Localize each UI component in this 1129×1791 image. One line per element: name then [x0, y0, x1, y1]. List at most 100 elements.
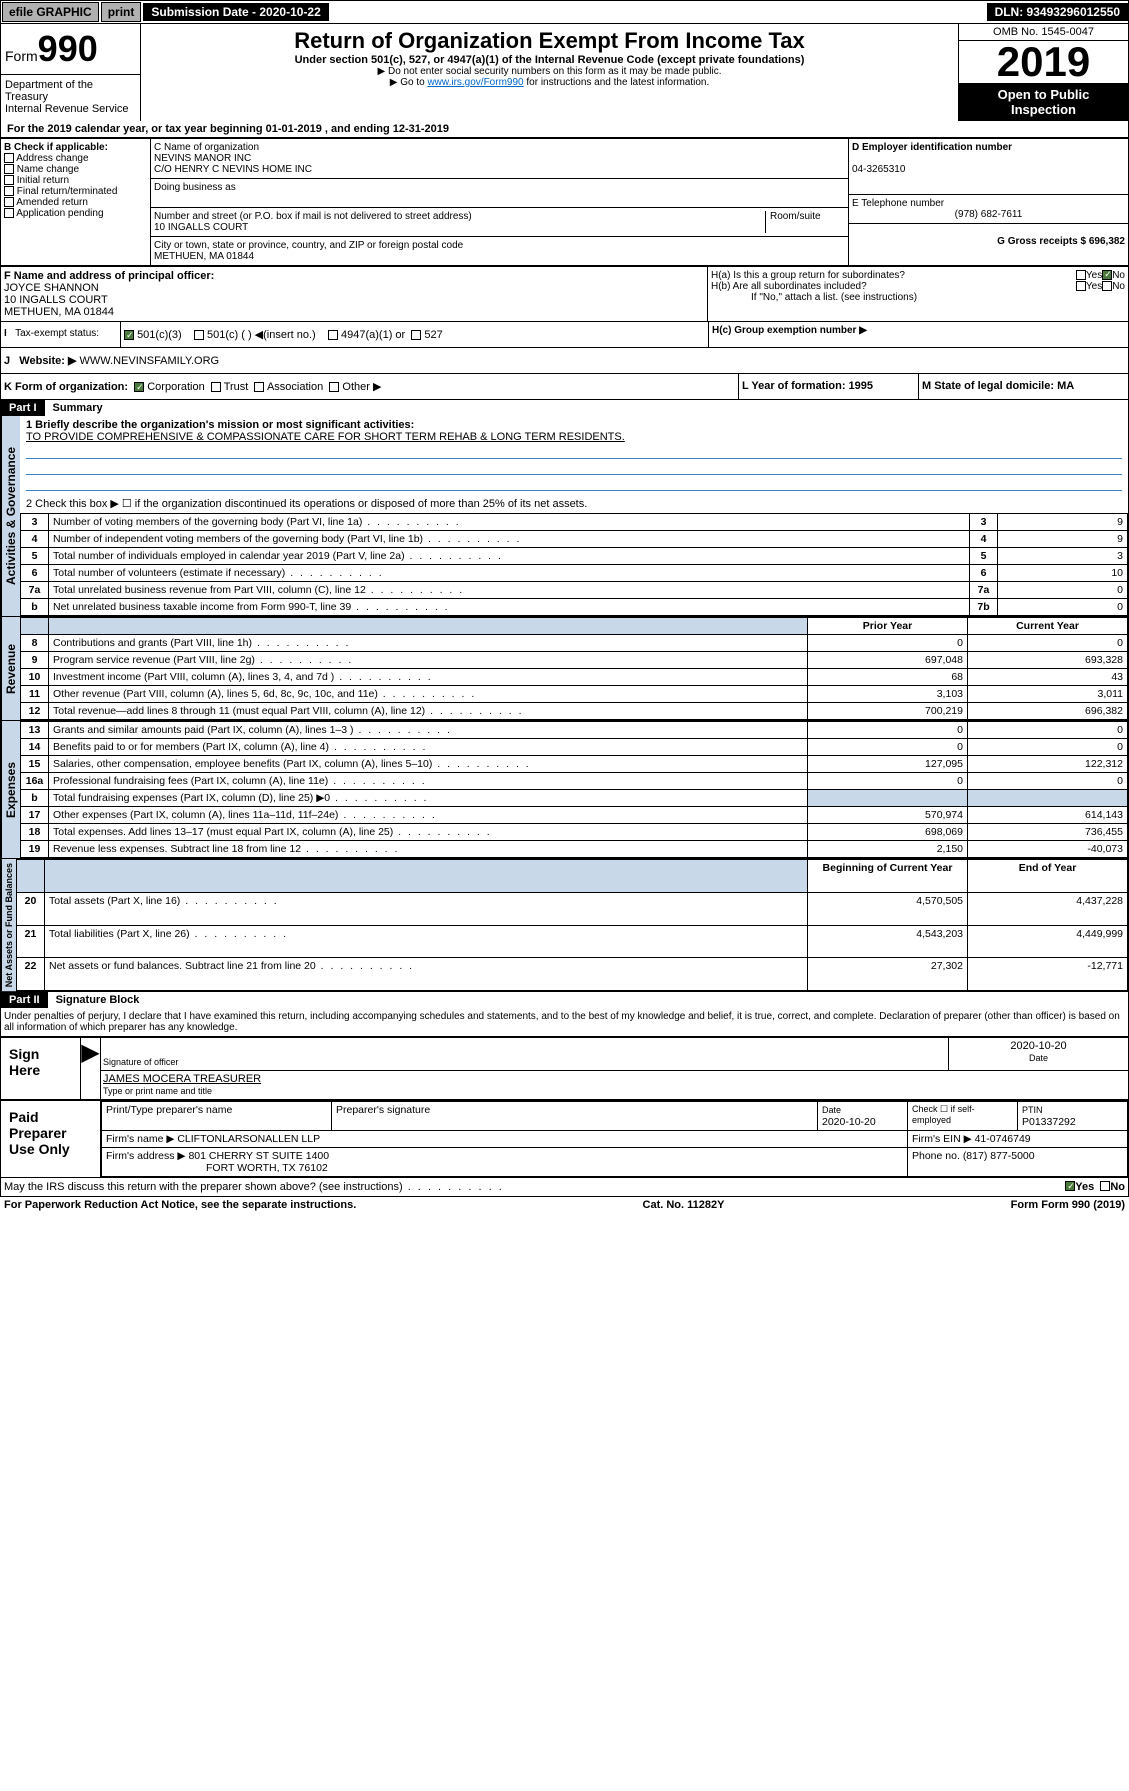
main-title: Return of Organization Exempt From Incom… [145, 28, 954, 54]
part1-title: Summary [45, 400, 111, 416]
ha-no[interactable] [1102, 270, 1112, 280]
m-state: M State of legal domicile: MA [922, 380, 1074, 392]
hb-note: If "No," attach a list. (see instruction… [711, 292, 1125, 303]
instr-ssn: ▶ Do not enter social security numbers o… [145, 66, 954, 77]
form-number: 990 [38, 28, 98, 69]
org-addr: 10 INGALLS COURT [154, 222, 248, 233]
tax-year: 2019 [959, 41, 1128, 83]
part2-title: Signature Block [48, 992, 148, 1008]
ein: 04-3265310 [852, 164, 905, 175]
row-i: I Tax-exempt status: 501(c)(3) 501(c) ( … [0, 322, 1129, 348]
addr-label: Number and street (or P.O. box if mail i… [154, 211, 472, 222]
firm-addr: 801 CHERRY ST SUITE 1400 [188, 1150, 329, 1162]
mission: TO PROVIDE COMPREHENSIVE & COMPASSIONATE… [26, 431, 625, 443]
footer: For Paperwork Reduction Act Notice, see … [0, 1197, 1129, 1213]
dept-irs: Internal Revenue Service [5, 103, 136, 115]
form-header: Form990 Department of the Treasury Inter… [0, 24, 1129, 121]
rev-table: Prior YearCurrent Year8Contributions and… [20, 617, 1128, 720]
discuss: May the IRS discuss this return with the… [4, 1181, 1065, 1193]
cb-amended: Amended return [4, 197, 147, 208]
sig-date: 2020-10-20 [1010, 1040, 1066, 1052]
dept-treasury: Department of the Treasury [5, 79, 136, 103]
org-name: NEVINS MANOR INC [154, 153, 251, 164]
j-label: Website: ▶ [19, 355, 76, 367]
dln: DLN: 93493296012550 [987, 3, 1128, 21]
period-line: For the 2019 calendar year, or tax year … [1, 121, 455, 137]
net-table: Beginning of Current YearEnd of Year20To… [16, 859, 1128, 991]
perjury: Under penalties of perjury, I declare th… [0, 1008, 1129, 1037]
boxb-label: B Check if applicable: [4, 142, 147, 153]
firm-ein: 41-0746749 [975, 1133, 1031, 1145]
dba-label: Doing business as [154, 182, 236, 193]
part1-hdr: Part I [1, 400, 45, 416]
side-rev: Revenue [1, 617, 20, 720]
form-word: Form [5, 48, 38, 64]
officer-name: JOYCE SHANNON [4, 282, 99, 294]
cb-initial: Initial return [4, 175, 147, 186]
section-fh: F Name and address of principal officer:… [0, 266, 1129, 322]
cb-corp[interactable] [134, 382, 144, 392]
sig-officer-lbl: Signature of officer [103, 1057, 178, 1067]
subtitle: Under section 501(c), 527, or 4947(a)(1)… [145, 54, 954, 66]
cb-address: Address change [4, 153, 147, 164]
arrow-icon: ▶ [81, 1038, 101, 1099]
l-year: L Year of formation: 1995 [742, 380, 873, 392]
check-self: Check ☐ if self-employed [908, 1102, 1018, 1131]
c-name-label: C Name of organization [154, 142, 259, 153]
instr-pre: ▶ Go to [390, 77, 428, 88]
cat-no: Cat. No. 11282Y [643, 1199, 725, 1211]
side-ag: Activities & Governance [1, 416, 20, 616]
irs-link[interactable]: www.irs.gov/Form990 [427, 77, 523, 88]
cb-501c3[interactable] [124, 330, 134, 340]
e-label: E Telephone number [852, 198, 944, 209]
efile-btn[interactable]: efile GRAPHIC [2, 2, 99, 22]
prep-date: 2020-10-20 [822, 1116, 876, 1128]
side-net: Net Assets or Fund Balances [1, 859, 16, 991]
firm-name: CLIFTONLARSONALLEN LLP [177, 1133, 320, 1145]
phone: (978) 682-7611 [852, 209, 1125, 220]
row-klm: K Form of organization: Corporation Trus… [0, 374, 1129, 400]
instr-post: for instructions and the latest informat… [524, 77, 710, 88]
instr-link: ▶ Go to www.irs.gov/Form990 for instruct… [145, 77, 954, 88]
discuss-yes[interactable] [1065, 1181, 1075, 1191]
sign-here: Sign Here [1, 1038, 81, 1099]
top-bar: efile GRAPHIC print Submission Date - 20… [0, 0, 1129, 24]
city-label: City or town, state or province, country… [154, 240, 463, 251]
g-receipts: G Gross receipts $ 696,382 [997, 236, 1125, 247]
hc-label: H(c) Group exemption number ▶ [712, 325, 867, 336]
exp-table: 13Grants and similar amounts paid (Part … [20, 721, 1128, 858]
prep-sig-lbl: Preparer's signature [332, 1102, 818, 1131]
type-name-lbl: Type or print name and title [103, 1086, 212, 1096]
part1-body: Activities & Governance 1 Briefly descri… [0, 416, 1129, 617]
print-btn[interactable]: print [101, 2, 142, 22]
form-ref: Form 990 (2019) [1041, 1199, 1125, 1211]
side-exp: Expenses [1, 721, 20, 858]
firm-city: FORT WORTH, TX 76102 [106, 1162, 328, 1174]
ptin: P01337292 [1022, 1116, 1076, 1128]
firm-phone: (817) 877-5000 [963, 1150, 1035, 1162]
open2: Inspection [963, 102, 1124, 117]
pra-notice: For Paperwork Reduction Act Notice, see … [4, 1199, 356, 1211]
line1-label: 1 Briefly describe the organization's mi… [26, 419, 414, 431]
sign-here-block: Sign Here ▶ Signature of officer 2020-10… [0, 1037, 1129, 1100]
org-city: METHUEN, MA 01844 [154, 251, 254, 262]
website: WWW.NEVINSFAMILY.ORG [80, 355, 220, 367]
k-label: K Form of organization: [4, 381, 128, 393]
line2: 2 Check this box ▶ ☐ if the organization… [20, 494, 1128, 513]
cb-name: Name change [4, 164, 147, 175]
room-label: Room/suite [765, 211, 845, 233]
i-label: Tax-exempt status: [15, 328, 99, 339]
paid-preparer: Paid Preparer Use Only [1, 1101, 101, 1177]
part2-hdr: Part II [1, 992, 48, 1008]
open1: Open to Public [963, 87, 1124, 102]
section-bcdefg: B Check if applicable: Address change Na… [0, 138, 1129, 266]
row-j: J Website: ▶ WWW.NEVINSFAMILY.ORG [0, 348, 1129, 374]
officer-addr: 10 INGALLS COURT [4, 294, 108, 306]
officer-city: METHUEN, MA 01844 [4, 306, 114, 318]
submission-date: Submission Date - 2020-10-22 [143, 3, 328, 21]
org-co: C/O HENRY C NEVINS HOME INC [154, 164, 312, 175]
d-label: D Employer identification number [852, 142, 1012, 153]
cb-final: Final return/terminated [4, 186, 147, 197]
cb-pending: Application pending [4, 208, 147, 219]
officer-typed: JAMES MOCERA TREASURER [103, 1073, 261, 1085]
